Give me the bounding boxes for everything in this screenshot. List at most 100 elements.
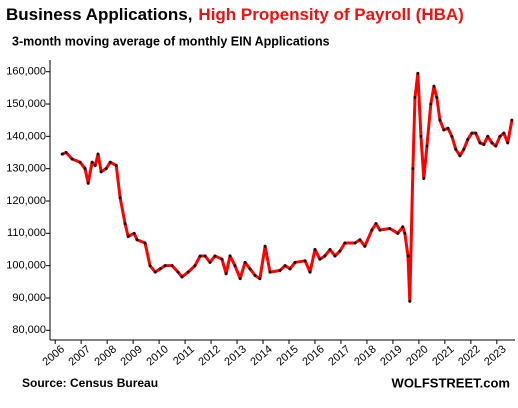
data-point (388, 226, 392, 230)
data-point (470, 131, 474, 135)
data-point (180, 275, 184, 279)
data-point (474, 131, 478, 135)
y-tick-label: 100,000 (6, 260, 46, 272)
data-point (442, 128, 446, 132)
data-point (482, 142, 486, 146)
data-point (318, 257, 322, 261)
data-point (198, 254, 202, 258)
data-point (343, 241, 347, 245)
data-point (419, 134, 423, 138)
chart-subtitle: 3-month moving average of monthly EIN Ap… (12, 34, 330, 48)
data-point (363, 244, 367, 248)
data-point (358, 238, 362, 242)
data-point (268, 270, 272, 274)
x-tick-label: 2021 (430, 343, 456, 368)
y-tick-label: 80,000 (12, 324, 46, 336)
data-point (328, 247, 332, 251)
x-tick-label: 2007 (67, 343, 93, 368)
data-point (224, 272, 228, 276)
data-point (422, 176, 426, 180)
data-point (406, 254, 410, 258)
y-tick-label: 150,000 (6, 98, 46, 110)
data-point (333, 254, 337, 258)
data-point (96, 152, 100, 156)
x-tick-label: 2018 (352, 343, 378, 368)
data-point (425, 144, 429, 148)
data-point (429, 102, 433, 106)
data-point (370, 228, 374, 232)
x-tick-label: 2015 (274, 343, 300, 368)
data-point (403, 231, 407, 235)
y-tick-label: 140,000 (6, 130, 46, 142)
data-point (186, 270, 190, 274)
data-point (303, 259, 307, 263)
data-point (243, 260, 247, 264)
data-point (435, 96, 439, 100)
data-point (64, 151, 68, 155)
y-tick-label: 130,000 (6, 163, 46, 175)
data-point (108, 160, 112, 164)
data-point (163, 264, 167, 268)
data-point (114, 163, 118, 167)
data-point (323, 254, 327, 258)
data-point (118, 196, 122, 200)
y-tick-label: 120,000 (6, 195, 46, 207)
data-point (99, 170, 103, 174)
data-point (248, 267, 252, 271)
data-point (413, 96, 417, 100)
data-point (506, 141, 510, 145)
data-point (258, 277, 262, 281)
data-point (263, 244, 267, 248)
x-tick-label: 2019 (378, 343, 404, 368)
data-point (408, 299, 412, 303)
x-tick-label: 2014 (248, 343, 274, 368)
data-point (86, 181, 90, 185)
x-tick-label: 2008 (92, 343, 118, 368)
chart-title: Business Applications, High Propensity of… (6, 5, 464, 24)
data-point (308, 270, 312, 274)
data-point (104, 167, 108, 171)
data-point (462, 147, 466, 151)
x-tick-label: 2016 (300, 343, 326, 368)
data-point (203, 254, 207, 258)
data-point (502, 131, 506, 135)
data-point (233, 264, 237, 268)
data-point (494, 144, 498, 148)
watermark: WOLFSTREET.com (392, 375, 510, 390)
x-tick-label: 2012 (196, 343, 222, 368)
data-line (61, 71, 514, 303)
data-point (93, 163, 97, 167)
data-point (213, 254, 217, 258)
data-point (176, 270, 180, 274)
data-point (458, 154, 462, 158)
data-point (353, 241, 357, 245)
data-point (486, 134, 490, 138)
data-point (374, 222, 378, 226)
x-tick-label: 2013 (222, 343, 248, 368)
data-point (153, 270, 157, 274)
x-tick-label: 2009 (118, 343, 144, 368)
data-point (143, 241, 147, 245)
data-point (293, 260, 297, 264)
data-point (135, 238, 139, 242)
data-point (170, 264, 174, 268)
data-point (446, 126, 450, 130)
x-tick-label: 2017 (326, 343, 352, 368)
data-point (126, 235, 130, 239)
data-point (378, 228, 382, 232)
data-point (90, 160, 94, 164)
data-point (490, 141, 494, 145)
data-point (70, 157, 74, 161)
data-point (132, 231, 136, 235)
data-point (411, 167, 415, 171)
y-tick-label: 160,000 (6, 66, 46, 78)
data-point (83, 167, 87, 171)
x-tick-label: 2022 (456, 343, 482, 368)
data-point (253, 273, 257, 277)
x-tick-label: 2006 (41, 343, 67, 368)
data-point (396, 231, 400, 235)
x-tick-label: 2010 (144, 343, 170, 368)
data-point (466, 138, 470, 142)
